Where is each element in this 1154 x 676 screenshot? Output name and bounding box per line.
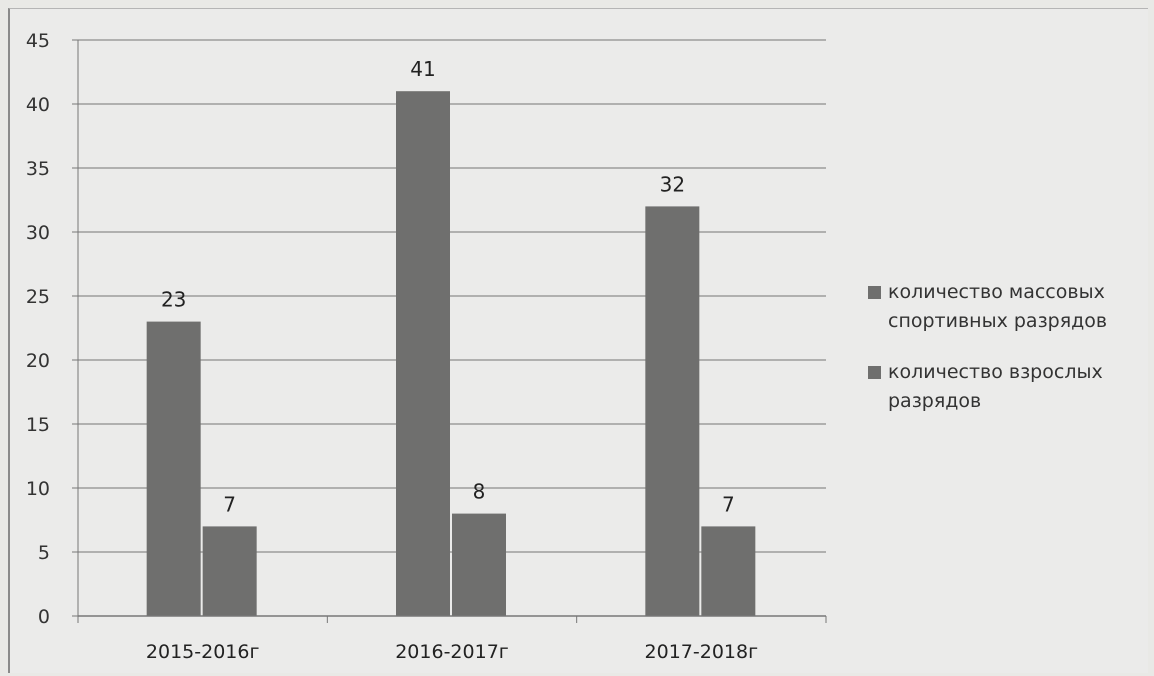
- y-tick-label-45: 45: [26, 30, 50, 52]
- data-label-series-2-2: 8: [473, 480, 486, 504]
- legend-item-series-1: количество массовых спортивных разрядов: [868, 278, 1148, 336]
- y-tick-label-35: 35: [26, 158, 50, 180]
- y-tick-label-10: 10: [26, 478, 50, 500]
- bar-series-2-3: [701, 526, 756, 616]
- x-tick-label-1: 2015-2016г: [146, 641, 260, 663]
- y-tick-label-40: 40: [26, 94, 50, 116]
- data-label-series-2-3: 7: [722, 492, 735, 516]
- y-axis-ticks: 0 5 10 15 20 25 30 35 40 45: [26, 30, 78, 628]
- y-tick-label-30: 30: [26, 222, 50, 244]
- legend: количество массовых спортивных разрядов …: [868, 278, 1148, 438]
- bar-series-1-2: [396, 91, 450, 616]
- legend-label-series-1: количество массовых спортивных разрядов: [888, 281, 1108, 332]
- legend-item-series-2: количество взрослых разрядов: [868, 358, 1148, 416]
- bar-series-1-3: [645, 206, 700, 616]
- data-label-series-2-1: 7: [223, 492, 236, 516]
- bar-series-1-1: [146, 321, 201, 616]
- bar-series-2-2: [452, 513, 506, 616]
- legend-label-series-2: количество взрослых разрядов: [888, 361, 1103, 412]
- x-tick-label-2: 2016-2017г: [395, 641, 509, 663]
- data-labels: 23 7 41 8 32 7: [161, 57, 735, 516]
- y-tick-label-5: 5: [38, 542, 50, 564]
- data-label-series-1-3: 32: [660, 172, 685, 196]
- bars: [146, 91, 756, 616]
- y-tick-label-0: 0: [38, 606, 50, 628]
- y-tick-label-25: 25: [26, 286, 50, 308]
- x-tick-label-3: 2017-2018г: [645, 641, 759, 663]
- data-label-series-1-2: 41: [410, 57, 435, 81]
- data-label-series-1-1: 23: [161, 288, 186, 312]
- legend-swatch-series-2: [868, 366, 881, 379]
- y-tick-label-20: 20: [26, 350, 50, 372]
- bar-series-2-1: [202, 526, 257, 616]
- legend-swatch-series-1: [868, 286, 881, 299]
- y-tick-label-15: 15: [26, 414, 50, 436]
- x-axis: 2015-2016г 2016-2017г 2017-2018г: [77, 40, 827, 663]
